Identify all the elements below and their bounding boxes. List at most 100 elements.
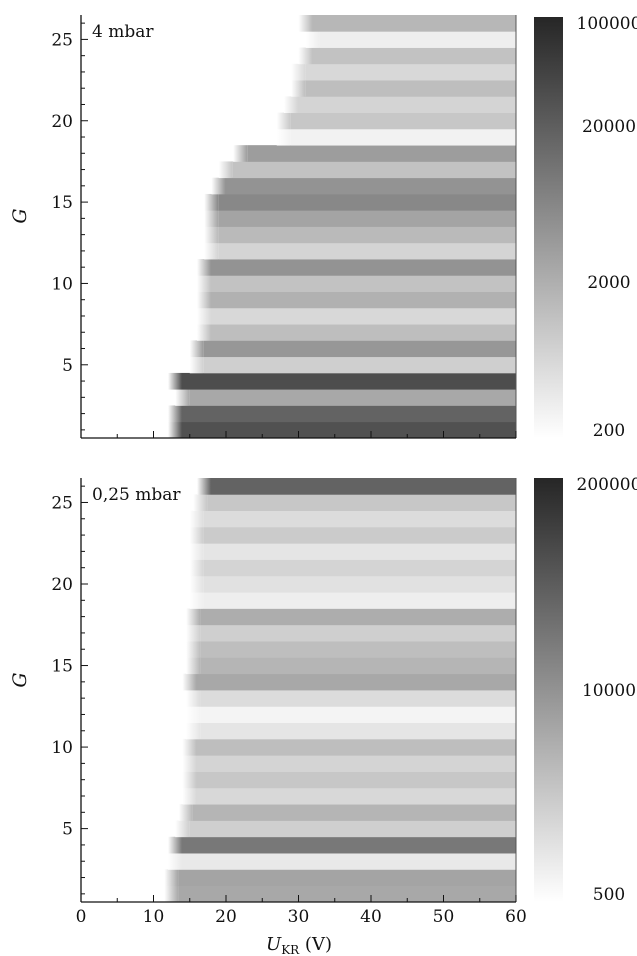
heatmap-row-edge bbox=[193, 494, 208, 512]
heatmap-row bbox=[207, 494, 516, 512]
y-tick-label: 5 bbox=[62, 820, 73, 840]
colorbar-tick-label: 10000 bbox=[582, 681, 636, 701]
heatmap-row bbox=[178, 885, 516, 903]
heatmap-row-edge bbox=[189, 526, 204, 544]
panel-label: 0,25 mbar bbox=[92, 485, 181, 505]
heatmap-row-edge bbox=[197, 259, 211, 276]
heatmap-row bbox=[200, 722, 516, 740]
heatmap-row bbox=[182, 836, 516, 854]
heatmap-row bbox=[305, 63, 516, 81]
heatmap-row bbox=[218, 226, 516, 244]
heatmap-row bbox=[218, 242, 516, 260]
heatmap-row bbox=[203, 575, 516, 593]
heatmap-row-edge bbox=[168, 853, 182, 870]
heatmap-row-edge bbox=[233, 145, 248, 162]
heatmap-row-edge bbox=[298, 15, 313, 32]
heatmap-row bbox=[290, 128, 516, 146]
heatmap-row-edge bbox=[305, 31, 320, 48]
heatmap-row-edge bbox=[276, 112, 291, 130]
x-tick-label: 10 bbox=[143, 907, 165, 927]
x-axis-label: UKR (V) bbox=[266, 934, 332, 956]
heatmap-row-edge bbox=[189, 543, 204, 560]
heatmap-row-edge bbox=[298, 47, 313, 65]
heatmap-row bbox=[232, 161, 516, 179]
axes: 5 10 15 20 25 0 10 20 30 40 50 60 bbox=[51, 478, 527, 927]
heatmap-row bbox=[290, 112, 516, 130]
heatmap-row-edge bbox=[204, 226, 219, 244]
axes: 5 10 15 20 25 bbox=[51, 15, 517, 439]
heatmap-rows bbox=[168, 15, 516, 439]
heatmap-row bbox=[196, 673, 516, 691]
heatmap-row bbox=[200, 706, 516, 724]
heatmap-row-edge bbox=[186, 722, 201, 740]
y-tick-label: 20 bbox=[51, 112, 73, 132]
x-tick-label: 60 bbox=[505, 907, 527, 927]
heatmap-row-edge bbox=[186, 624, 201, 642]
heatmap-row bbox=[203, 592, 516, 609]
heatmap-row bbox=[200, 608, 516, 626]
heatmap-row-edge bbox=[186, 657, 201, 675]
heatmap-row-edge bbox=[197, 275, 211, 292]
heatmap-row-edge bbox=[284, 96, 298, 114]
y-tick-label: 15 bbox=[51, 657, 73, 677]
heatmap-row-edge bbox=[204, 242, 219, 260]
heatmap-row-edge bbox=[197, 307, 211, 325]
heatmap-row-edge bbox=[186, 641, 201, 658]
y-tick-label: 5 bbox=[62, 356, 73, 376]
heatmap-row-edge bbox=[168, 836, 182, 854]
heatmap-row bbox=[196, 771, 516, 789]
heatmap-row bbox=[182, 405, 516, 423]
y-tick-label: 15 bbox=[51, 193, 73, 213]
heatmap-row bbox=[203, 559, 516, 577]
heatmap-row bbox=[218, 193, 516, 211]
heatmap-row bbox=[298, 96, 516, 114]
heatmap-row bbox=[182, 421, 516, 439]
heatmap-row-edge bbox=[189, 356, 204, 374]
y-axis-label: G bbox=[9, 672, 31, 687]
colorbar-tick-label: 100000 bbox=[577, 14, 637, 34]
heatmap-row-edge bbox=[218, 161, 233, 179]
panel-label: 4 mbar bbox=[92, 22, 154, 42]
heatmap-row bbox=[196, 755, 516, 772]
heatmap-row-edge bbox=[168, 372, 182, 390]
heatmap-row bbox=[211, 324, 516, 341]
y-tick-label: 10 bbox=[51, 274, 73, 294]
heatmap-row-edge bbox=[182, 755, 197, 772]
heatmap-row bbox=[225, 177, 516, 195]
heatmap-row bbox=[203, 510, 516, 528]
y-tick-label: 25 bbox=[51, 493, 73, 513]
y-tick-label: 20 bbox=[51, 575, 73, 595]
heatmap-row-edge bbox=[189, 510, 204, 528]
heatmap-row bbox=[211, 291, 516, 309]
heatmap-row-edge bbox=[291, 80, 306, 97]
heatmap-row-edge bbox=[197, 291, 211, 309]
heatmap-row bbox=[182, 372, 516, 390]
heatmap-row-edge bbox=[276, 128, 291, 146]
heatmap-row bbox=[189, 820, 516, 838]
panel-4mbar: 4 mbar 5 10 15 20 25 G 100000 20000 2000 200 bbox=[9, 14, 637, 441]
x-tick-label: 40 bbox=[360, 907, 382, 927]
heatmap-row-edge bbox=[182, 771, 197, 789]
colorbar-gradient bbox=[534, 17, 563, 438]
heatmap-row bbox=[192, 804, 516, 821]
colorbar-tick-label: 2000 bbox=[587, 273, 630, 293]
heatmap-row bbox=[211, 478, 516, 495]
heatmap-row-edge bbox=[175, 389, 190, 406]
heatmap-row bbox=[319, 31, 516, 48]
heatmap-row-edge bbox=[211, 177, 226, 195]
colorbar-gradient bbox=[534, 478, 563, 902]
colorbar: 100000 20000 2000 200 bbox=[534, 14, 637, 441]
heatmap-row bbox=[182, 853, 516, 870]
heatmap-row-edge bbox=[178, 804, 193, 821]
panel-025mbar: 0,25 mbar 5 10 15 20 25 0 10 20 30 40 50 60 G 20000… bbox=[9, 475, 637, 927]
heatmap-row-edge bbox=[197, 324, 211, 341]
heatmap-row bbox=[178, 869, 516, 887]
heatmap-row bbox=[312, 47, 516, 65]
heatmap-row-edge bbox=[189, 340, 204, 358]
heatmap-row-edge bbox=[186, 706, 201, 724]
x-tick-label: 30 bbox=[288, 907, 310, 927]
heatmap-row bbox=[203, 340, 516, 358]
heatmap-row-edge bbox=[189, 592, 204, 609]
y-axis-label: G bbox=[9, 208, 31, 223]
heatmap-row bbox=[312, 15, 516, 32]
